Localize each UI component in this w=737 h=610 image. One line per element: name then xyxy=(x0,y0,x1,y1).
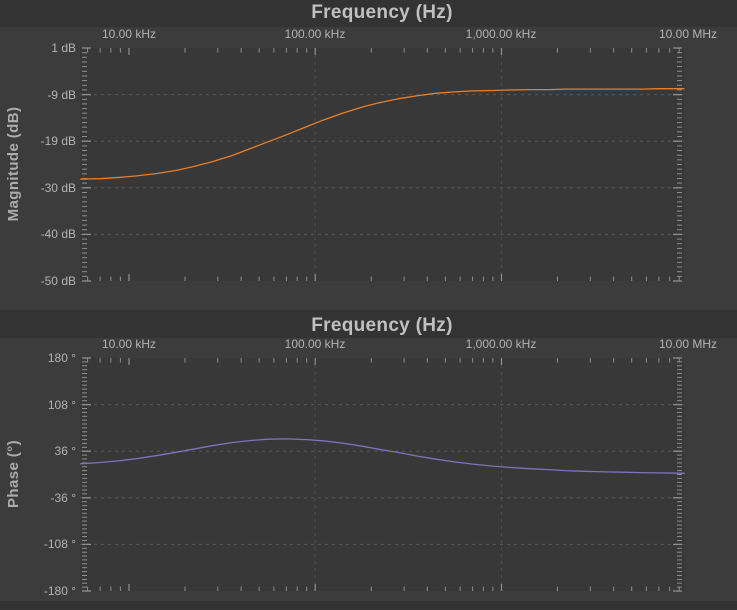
y-tick-label: -19 dB xyxy=(40,134,76,148)
magnitude-axis-title: Magnitude (dB) xyxy=(5,106,22,222)
y-tick-label: -30 dB xyxy=(40,181,76,195)
channel-1-magnitude-trace xyxy=(79,88,685,180)
x-tick-label: 10.00 MHz xyxy=(658,337,718,351)
y-tick-label: 180 ° xyxy=(47,351,76,365)
plot-area[interactable] xyxy=(80,358,684,591)
x-tick-label: 100.00 kHz xyxy=(284,27,346,41)
phase-chart-frequency-axis-title: Frequency (Hz) xyxy=(311,315,453,336)
phase-axis-title: Phase (°) xyxy=(5,440,22,508)
x-tick-label: 1,000.00 kHz xyxy=(465,27,537,41)
magnitude-title-band xyxy=(0,0,737,27)
x-tick-label: 10.00 MHz xyxy=(658,27,718,41)
x-tick-label: 1,000.00 kHz xyxy=(465,337,537,351)
y-tick-label: -180 ° xyxy=(43,584,76,598)
y-tick-label: 1 dB xyxy=(51,41,76,55)
y-tick-label: -36 ° xyxy=(50,491,76,505)
y-tick-label: -40 dB xyxy=(40,227,76,241)
channel-1-phase-trace xyxy=(79,438,685,474)
y-tick-label: -9 dB xyxy=(47,88,76,102)
magnitude-chart-frequency-axis-title: Frequency (Hz) xyxy=(311,2,453,23)
bottom-margin-band xyxy=(0,601,737,610)
y-tick-label: -50 dB xyxy=(40,274,76,288)
x-tick-label: 100.00 kHz xyxy=(284,337,346,351)
y-tick-label: 108 ° xyxy=(47,398,76,412)
y-tick-label: -108 ° xyxy=(43,537,76,551)
x-tick-label: 10.00 kHz xyxy=(101,27,157,41)
phase-title-band xyxy=(0,310,737,338)
y-tick-label: 36 ° xyxy=(54,444,76,458)
plot-area[interactable] xyxy=(80,48,684,281)
x-tick-label: 10.00 kHz xyxy=(101,337,157,351)
